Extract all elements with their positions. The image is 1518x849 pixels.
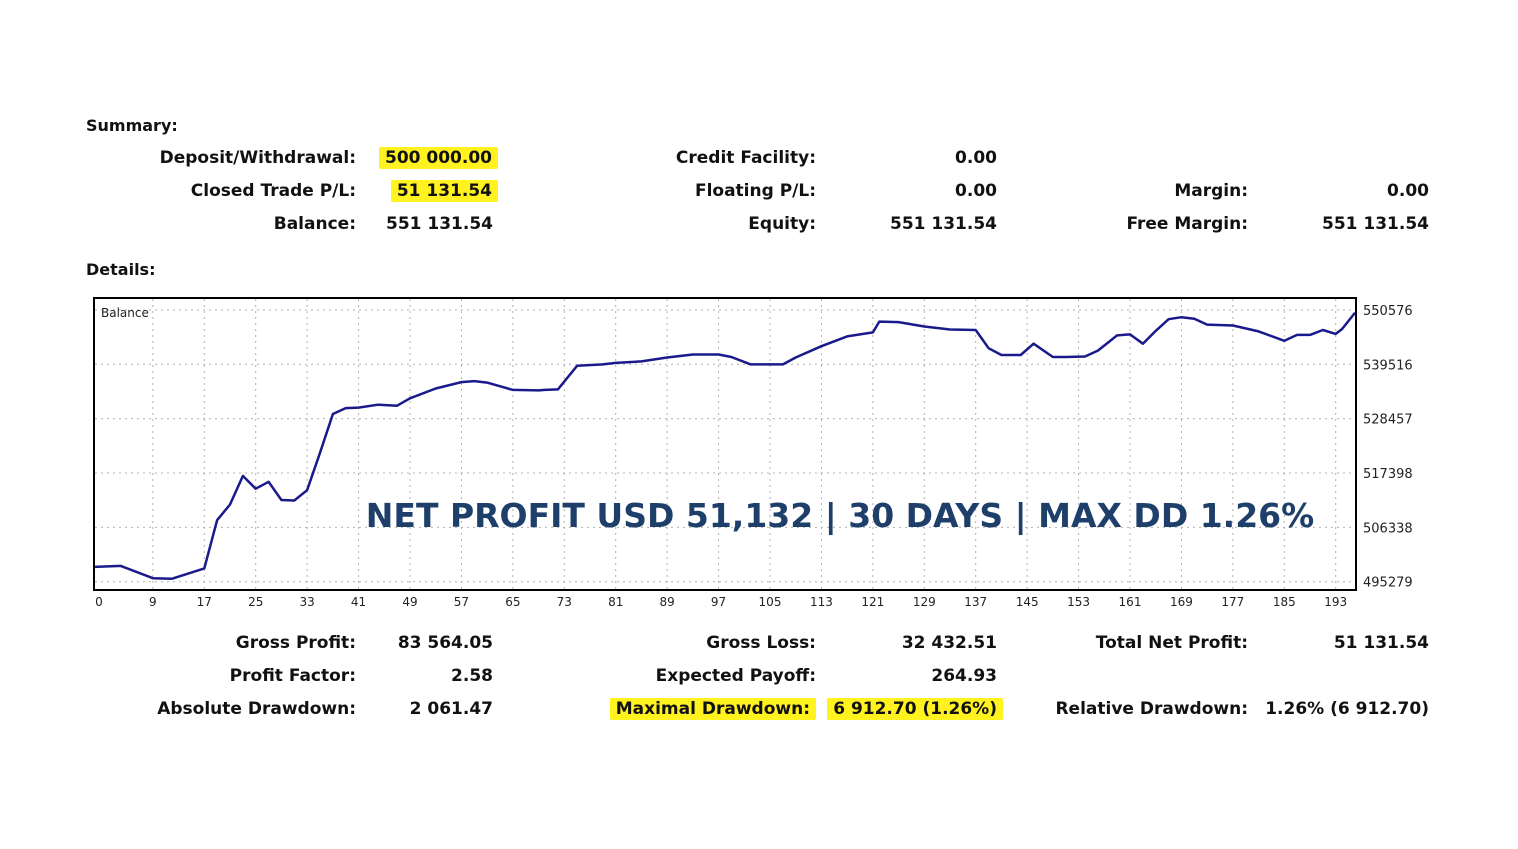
balance-line — [95, 312, 1355, 580]
closed-trade-value: 51 131.54 — [390, 180, 498, 202]
x-tick-labels: 0 9 17 25 33 41 49 57 65 73 81 89 97 105 113 121 129 137 1… — [95, 595, 1347, 609]
absolute-drawdown-value: 2 061.47 — [409, 699, 493, 719]
free-margin-label: Free Margin: — [1126, 214, 1248, 234]
deposit-value: 500 000.00 — [378, 147, 498, 169]
gross-profit-value: 83 564.05 — [397, 633, 493, 653]
x-tick-label: 0 — [95, 595, 103, 609]
x-tick-label: 89 — [660, 595, 675, 609]
x-tick-label: 121 — [861, 595, 884, 609]
summary-heading: Summary: — [86, 116, 178, 135]
maximal-drawdown-value: 6 912.70 (1.26%) — [827, 698, 1003, 720]
x-tick-label: 17 — [197, 595, 212, 609]
x-tick-label: 49 — [402, 595, 417, 609]
maximal-drawdown-label-text: Maximal Drawdown: — [609, 698, 816, 720]
balance-chart: Balance NET PROFIT USD 51,132 | 30 DAYS … — [93, 297, 1357, 591]
credit-facility-value: 0.00 — [955, 148, 997, 168]
x-tick-label: 81 — [608, 595, 623, 609]
x-tick-label: 57 — [454, 595, 469, 609]
x-tick-label: 97 — [711, 595, 726, 609]
chart-grid — [95, 299, 1355, 589]
y-tick-labels: 550576 539516 528457 517398 506338 495279 — [1363, 304, 1413, 591]
floating-pl-label: Floating P/L: — [694, 181, 816, 201]
x-tick-label: 9 — [149, 595, 157, 609]
x-tick-label: 153 — [1067, 595, 1090, 609]
chart-annotation: NET PROFIT USD 51,132 | 30 DAYS | MAX DD… — [366, 496, 1314, 535]
expected-payoff-label: Expected Payoff: — [655, 666, 816, 686]
x-tick-label: 73 — [557, 595, 572, 609]
y-tick-label: 539516 — [1363, 358, 1413, 373]
deposit-label: Deposit/Withdrawal: — [159, 148, 356, 168]
total-net-profit-label: Total Net Profit: — [1095, 633, 1248, 653]
profit-factor-label: Profit Factor: — [229, 666, 356, 686]
y-tick-label: 517398 — [1363, 467, 1413, 482]
details-heading: Details: — [86, 260, 156, 279]
relative-drawdown-value: 1.26% (6 912.70) — [1265, 699, 1429, 719]
relative-drawdown-label: Relative Drawdown: — [1055, 699, 1248, 719]
y-tick-label: 550576 — [1363, 304, 1413, 319]
closed-trade-label: Closed Trade P/L: — [190, 181, 356, 201]
x-tick-label: 137 — [964, 595, 987, 609]
deposit-value-text: 500 000.00 — [378, 147, 498, 169]
x-tick-label: 145 — [1016, 595, 1039, 609]
margin-value: 0.00 — [1387, 181, 1429, 201]
equity-value: 551 131.54 — [889, 214, 997, 234]
x-tick-label: 41 — [351, 595, 366, 609]
x-tick-label: 33 — [300, 595, 315, 609]
floating-pl-value: 0.00 — [955, 181, 997, 201]
y-tick-label: 506338 — [1363, 521, 1413, 536]
maximal-drawdown-value-text: 6 912.70 (1.26%) — [827, 698, 1003, 720]
gross-loss-label: Gross Loss: — [706, 633, 816, 653]
x-tick-label: 177 — [1221, 595, 1244, 609]
margin-label: Margin: — [1174, 181, 1248, 201]
absolute-drawdown-label: Absolute Drawdown: — [157, 699, 356, 719]
gross-loss-value: 32 432.51 — [901, 633, 997, 653]
x-tick-label: 113 — [810, 595, 833, 609]
x-tick-label: 25 — [248, 595, 263, 609]
x-tick-label: 185 — [1273, 595, 1296, 609]
maximal-drawdown-label: Maximal Drawdown: — [609, 698, 816, 720]
free-margin-value: 551 131.54 — [1321, 214, 1429, 234]
y-tick-label: 528457 — [1363, 413, 1413, 428]
balance-value: 551 131.54 — [385, 214, 493, 234]
balance-label: Balance: — [273, 214, 356, 234]
expected-payoff-value: 264.93 — [931, 666, 997, 686]
x-tick-label: 129 — [913, 595, 936, 609]
chart-series-layer — [95, 312, 1355, 580]
x-tick-label: 193 — [1324, 595, 1347, 609]
profit-factor-value: 2.58 — [451, 666, 493, 686]
x-tick-label: 161 — [1119, 595, 1142, 609]
x-tick-label: 105 — [759, 595, 782, 609]
x-tick-label: 65 — [505, 595, 520, 609]
x-tick-label: 169 — [1170, 595, 1193, 609]
closed-trade-value-text: 51 131.54 — [390, 180, 498, 202]
credit-facility-label: Credit Facility: — [675, 148, 816, 168]
equity-label: Equity: — [748, 214, 816, 234]
gross-profit-label: Gross Profit: — [235, 633, 356, 653]
y-tick-label: 495279 — [1363, 576, 1413, 591]
total-net-profit-value: 51 131.54 — [1333, 633, 1429, 653]
chart-title: Balance — [101, 306, 149, 320]
balance-chart-svg: Balance NET PROFIT USD 51,132 | 30 DAYS … — [95, 299, 1355, 589]
